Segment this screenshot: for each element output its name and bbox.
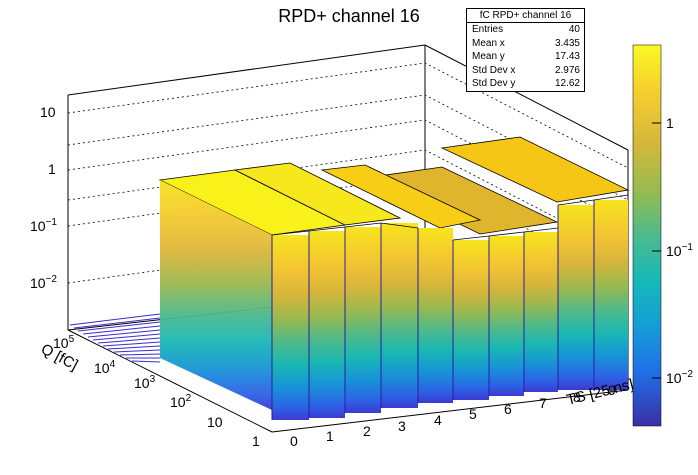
ts-tick-label: 8 [573,389,581,405]
ts-tick-label: 5 [469,406,477,422]
ts-tick-label: 9 [608,382,616,398]
stats-row: Mean x 3.435 [472,37,580,49]
q-tick-label: 1 [252,433,260,449]
bar-front-0 [272,235,309,420]
bar-front-9 [594,200,628,390]
z-tick-label: 10−2 [30,274,57,291]
stats-row: Std Dev y 12.62 [472,78,580,90]
chart-title: RPD+ channel 16 [278,6,420,26]
bar-front-6 [489,236,524,396]
floor-bins [69,313,161,363]
ts-tick-label: 1 [326,428,334,444]
bar-front-3 [381,223,418,408]
bar-front-4 [418,228,453,403]
bar-top [440,136,630,203]
z-tick-label: 1 [48,161,56,177]
colorbar-tick-label: 10−1 [666,242,693,259]
color-bar: 1 10−1 10−2 [632,44,693,427]
ts-tick-label: 0 [290,433,298,449]
stats-row: Mean y 17.43 [472,51,580,63]
q-tick-label: 10 [207,414,223,430]
q-tick-label: 102 [170,393,192,410]
ts-tick-label: 4 [434,412,442,428]
bar-front-5 [453,240,489,400]
ts-tick-label: 6 [504,401,512,417]
bar-top [320,164,482,229]
q-tick-label: 104 [94,359,116,376]
stats-box-title: fC RPD+ channel 16 [467,9,584,23]
bar-front-1 [309,231,345,418]
bar-top [233,162,402,226]
ts-tick-label: 2 [363,423,371,439]
ts-tick-label: 7 [539,395,547,411]
ts-tick-label: 3 [398,418,406,434]
stats-row: Entries 40 [472,24,580,35]
stats-box: fC RPD+ channel 16 Entries 40 Mean x 3.435… [466,8,585,92]
colorbar-tick-label: 1 [666,115,674,131]
z-tick-label: 10 [40,104,56,120]
bar-front-8 [558,205,594,390]
q-tick-label: 103 [134,374,156,391]
z-tick-label: 10−1 [30,217,57,234]
bar-side [160,180,272,410]
bar-front-2 [345,227,381,413]
colorbar-tick-label: 10−2 [666,369,693,386]
bar-group [158,136,630,420]
stats-row: Std Dev x 2.976 [472,64,580,76]
bar-front-7 [524,232,558,392]
